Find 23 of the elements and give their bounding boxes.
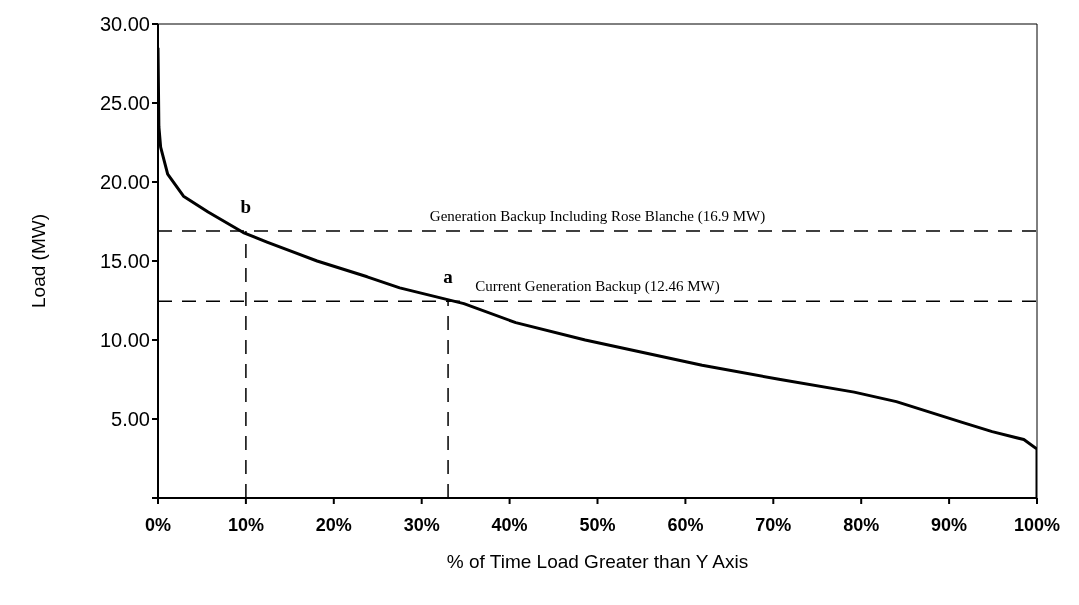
x-tick-label: 0% — [144, 514, 172, 535]
y-tick-label: 15.00 — [99, 250, 150, 273]
y-axis-title: Load (MW) — [27, 214, 49, 308]
x-tick-label: 60% — [667, 514, 704, 535]
ref-line-label: Current Generation Backup (12.46 MW) — [475, 278, 720, 296]
y-tick-label: 20.00 — [99, 171, 150, 194]
y-tick-label: 25.00 — [99, 92, 150, 115]
y-tick-label: 30.00 — [99, 13, 150, 36]
x-axis-title: % of Time Load Greater than Y Axis — [446, 551, 749, 572]
x-tick-label: 40% — [491, 514, 528, 535]
x-tick-label: 10% — [227, 514, 264, 535]
x-tick-label: 80% — [843, 514, 880, 535]
x-tick-label: 100% — [1013, 514, 1061, 535]
x-tick-label: 20% — [315, 514, 352, 535]
x-tick-label: 30% — [403, 514, 440, 535]
x-tick-label: 50% — [579, 514, 616, 535]
x-tick-label: 70% — [755, 514, 792, 535]
y-tick-label: 5.00 — [111, 408, 150, 431]
x-tick-label: 90% — [931, 514, 968, 535]
annotation: b — [240, 195, 252, 217]
annotation: a — [443, 266, 454, 288]
ref-line-label: Generation Backup Including Rose Blanche (16.9 MW) — [429, 207, 766, 225]
y-tick-label: 10.00 — [99, 329, 150, 352]
